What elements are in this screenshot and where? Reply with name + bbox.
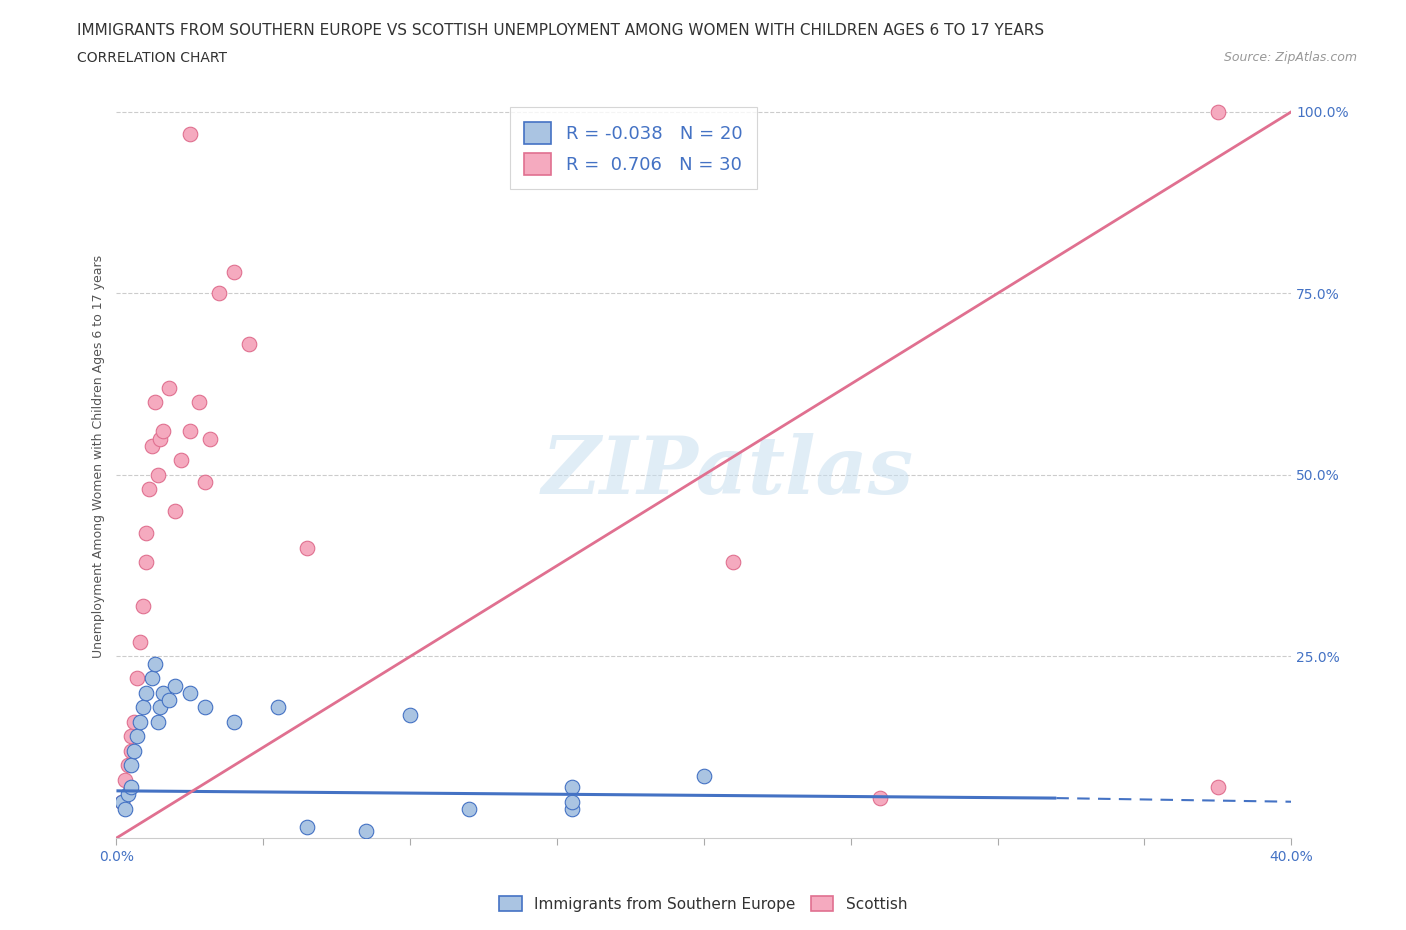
Point: [152, 685, 174, 700]
Point: [120, 779, 142, 794]
Point: [141, 671, 163, 685]
Point: [122, 743, 145, 758]
Point: [193, 474, 215, 489]
Point: [149, 700, 172, 715]
Text: IMMIGRANTS FROM SOUTHERN EUROPE VS SCOTTISH UNEMPLOYMENT AMONG WOMEN WITH CHILDR: IMMIGRANTS FROM SOUTHERN EUROPE VS SCOTT…: [77, 23, 1045, 38]
Point: [135, 554, 157, 569]
Point: [111, 794, 134, 809]
Point: [297, 819, 319, 834]
Point: [165, 504, 187, 519]
Point: [869, 790, 891, 805]
Point: [149, 432, 172, 446]
Point: [114, 802, 136, 817]
Point: [117, 787, 139, 802]
Point: [157, 380, 180, 395]
Point: [138, 482, 160, 497]
Point: [125, 729, 148, 744]
Point: [693, 769, 716, 784]
Point: [135, 525, 157, 540]
Point: [146, 468, 169, 483]
Point: [165, 678, 187, 693]
Point: [117, 758, 139, 773]
Point: [208, 286, 231, 300]
Point: [561, 802, 583, 817]
Point: [222, 264, 245, 279]
Point: [1206, 779, 1229, 794]
Point: [458, 802, 481, 817]
Point: [561, 779, 583, 794]
Point: [179, 126, 201, 141]
Point: [120, 743, 142, 758]
Point: [561, 794, 583, 809]
Legend: Immigrants from Southern Europe, Scottish: Immigrants from Southern Europe, Scottis…: [492, 889, 914, 918]
Point: [297, 540, 319, 555]
Text: Source: ZipAtlas.com: Source: ZipAtlas.com: [1223, 51, 1357, 64]
Point: [129, 714, 152, 729]
Point: [399, 707, 422, 722]
Point: [143, 395, 166, 410]
Point: [193, 700, 215, 715]
Point: [135, 685, 157, 700]
Point: [120, 729, 142, 744]
Text: ZIPatlas: ZIPatlas: [541, 433, 914, 511]
Point: [179, 685, 201, 700]
Point: [187, 395, 209, 410]
Point: [238, 337, 260, 352]
Point: [143, 657, 166, 671]
Legend: R = -0.038   N = 20, R =  0.706   N = 30: R = -0.038 N = 20, R = 0.706 N = 30: [510, 107, 756, 190]
Point: [132, 700, 155, 715]
Point: [114, 773, 136, 788]
Point: [132, 598, 155, 613]
Point: [179, 424, 201, 439]
Point: [267, 700, 290, 715]
Point: [222, 714, 245, 729]
Point: [170, 453, 193, 468]
Point: [141, 438, 163, 453]
Point: [120, 758, 142, 773]
Point: [200, 432, 222, 446]
Point: [354, 823, 377, 838]
Point: [1206, 104, 1229, 119]
Point: [146, 714, 169, 729]
Point: [152, 424, 174, 439]
Text: CORRELATION CHART: CORRELATION CHART: [77, 51, 228, 65]
Point: [111, 794, 134, 809]
Point: [129, 634, 152, 649]
Point: [125, 671, 148, 685]
Point: [122, 714, 145, 729]
Point: [723, 554, 745, 569]
Point: [157, 693, 180, 708]
Y-axis label: Unemployment Among Women with Children Ages 6 to 17 years: Unemployment Among Women with Children A…: [93, 255, 105, 658]
